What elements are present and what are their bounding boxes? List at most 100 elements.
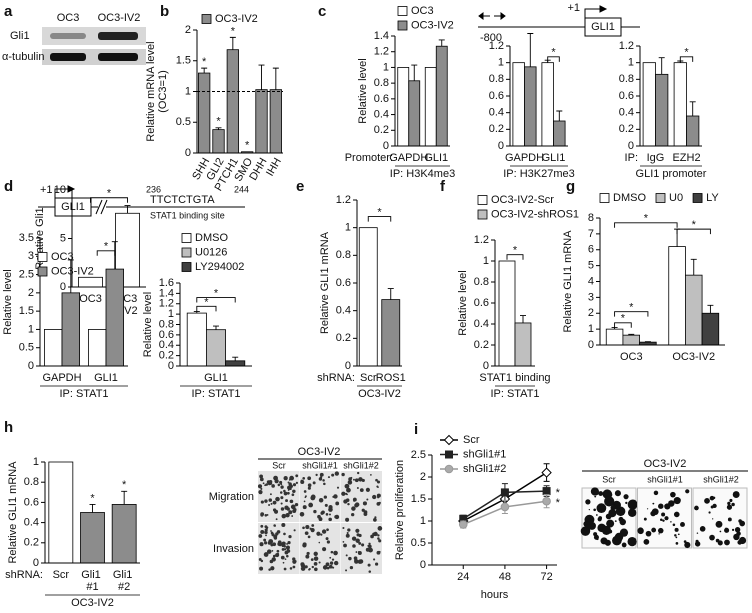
cell (376, 502, 381, 506)
cell (313, 509, 317, 514)
colony (715, 520, 723, 528)
cell (357, 559, 363, 564)
cell (273, 534, 278, 539)
x-tick-label: GLI1 (542, 152, 566, 164)
cell (367, 563, 371, 567)
colony (584, 524, 591, 531)
colony (604, 539, 611, 546)
colony (694, 505, 699, 511)
error-bar (193, 311, 200, 314)
significance-mark: * (513, 245, 518, 257)
colony (619, 528, 629, 537)
cell (320, 533, 323, 536)
y-tick-label: 0.2 (489, 123, 504, 135)
bar (514, 322, 532, 367)
colony (651, 508, 659, 516)
error-bar (258, 64, 265, 90)
y-axis-label: (OC3=1) (157, 70, 169, 113)
grid-title: OC3-IV2 (298, 446, 341, 458)
error-bar (690, 258, 697, 276)
cell (355, 528, 360, 533)
bar (105, 268, 125, 367)
cell (344, 483, 350, 489)
cell (291, 515, 294, 517)
cell (264, 484, 267, 487)
colony (675, 536, 678, 539)
row-label: α-tubulin (2, 51, 44, 63)
error-bar (707, 304, 714, 314)
cell (375, 562, 379, 566)
cell (336, 486, 340, 489)
y-tick-label: 1.5 (19, 305, 34, 317)
cell (324, 503, 328, 507)
y-tick-label: 0.8 (336, 249, 351, 261)
blot-band (50, 33, 86, 39)
cell (272, 554, 276, 558)
cell (302, 526, 305, 530)
cell (308, 502, 314, 508)
bar (655, 73, 669, 147)
colony (670, 491, 676, 498)
colony (637, 528, 644, 535)
significance-mark: * (214, 287, 219, 299)
cell (277, 540, 282, 545)
cell (285, 545, 290, 550)
cell (323, 482, 326, 486)
cell (345, 554, 348, 557)
colony (614, 490, 621, 497)
legend-swatch (181, 262, 192, 272)
colony (657, 527, 664, 534)
cell (276, 549, 280, 553)
cell (270, 502, 273, 505)
cell (289, 567, 293, 570)
cell (342, 541, 345, 543)
bar (498, 260, 516, 367)
cell (272, 542, 277, 547)
cell (363, 512, 368, 517)
y-tick-label: 0.4 (159, 339, 174, 351)
cell (307, 476, 312, 481)
cell (368, 542, 371, 546)
cell (300, 566, 306, 571)
colony (601, 525, 612, 536)
significance-mark: * (629, 302, 634, 314)
y-tick-label: 0.6 (619, 90, 634, 102)
site-start: 236 (146, 184, 161, 194)
cell (260, 475, 262, 477)
x-tick-label: OC3 (620, 351, 643, 363)
x-tick-label: Gli1 #2 (113, 569, 136, 593)
y-tick-label: 0 (588, 339, 594, 351)
cell (347, 502, 350, 506)
cell (333, 550, 338, 556)
colony (729, 498, 733, 503)
colony (709, 534, 715, 541)
significance-bracket (676, 228, 711, 235)
panel-label: e (296, 178, 304, 195)
error-bar (658, 57, 665, 75)
promoter-diagram (38, 185, 245, 217)
colony (646, 508, 649, 510)
y-tick-label: 5 (60, 232, 66, 244)
cell (343, 499, 348, 504)
bar (226, 49, 239, 154)
cell (295, 481, 299, 484)
y-tick-label: 0.8 (374, 77, 389, 89)
legend-label: Scr (463, 434, 480, 446)
cell (304, 565, 308, 569)
cell (351, 512, 355, 517)
cell (283, 491, 288, 496)
colony (604, 496, 615, 507)
cell (329, 556, 332, 559)
cell (352, 544, 356, 548)
cell (315, 473, 318, 477)
legend-swatch (599, 193, 610, 203)
y-tick-label: 2.5 (411, 449, 426, 461)
colony (590, 487, 599, 496)
error-bar (89, 503, 96, 513)
cell (346, 493, 348, 496)
cell (272, 500, 277, 505)
cell (302, 505, 307, 510)
arrow-head (478, 12, 484, 20)
y-tick-label: 3.5 (19, 232, 34, 244)
